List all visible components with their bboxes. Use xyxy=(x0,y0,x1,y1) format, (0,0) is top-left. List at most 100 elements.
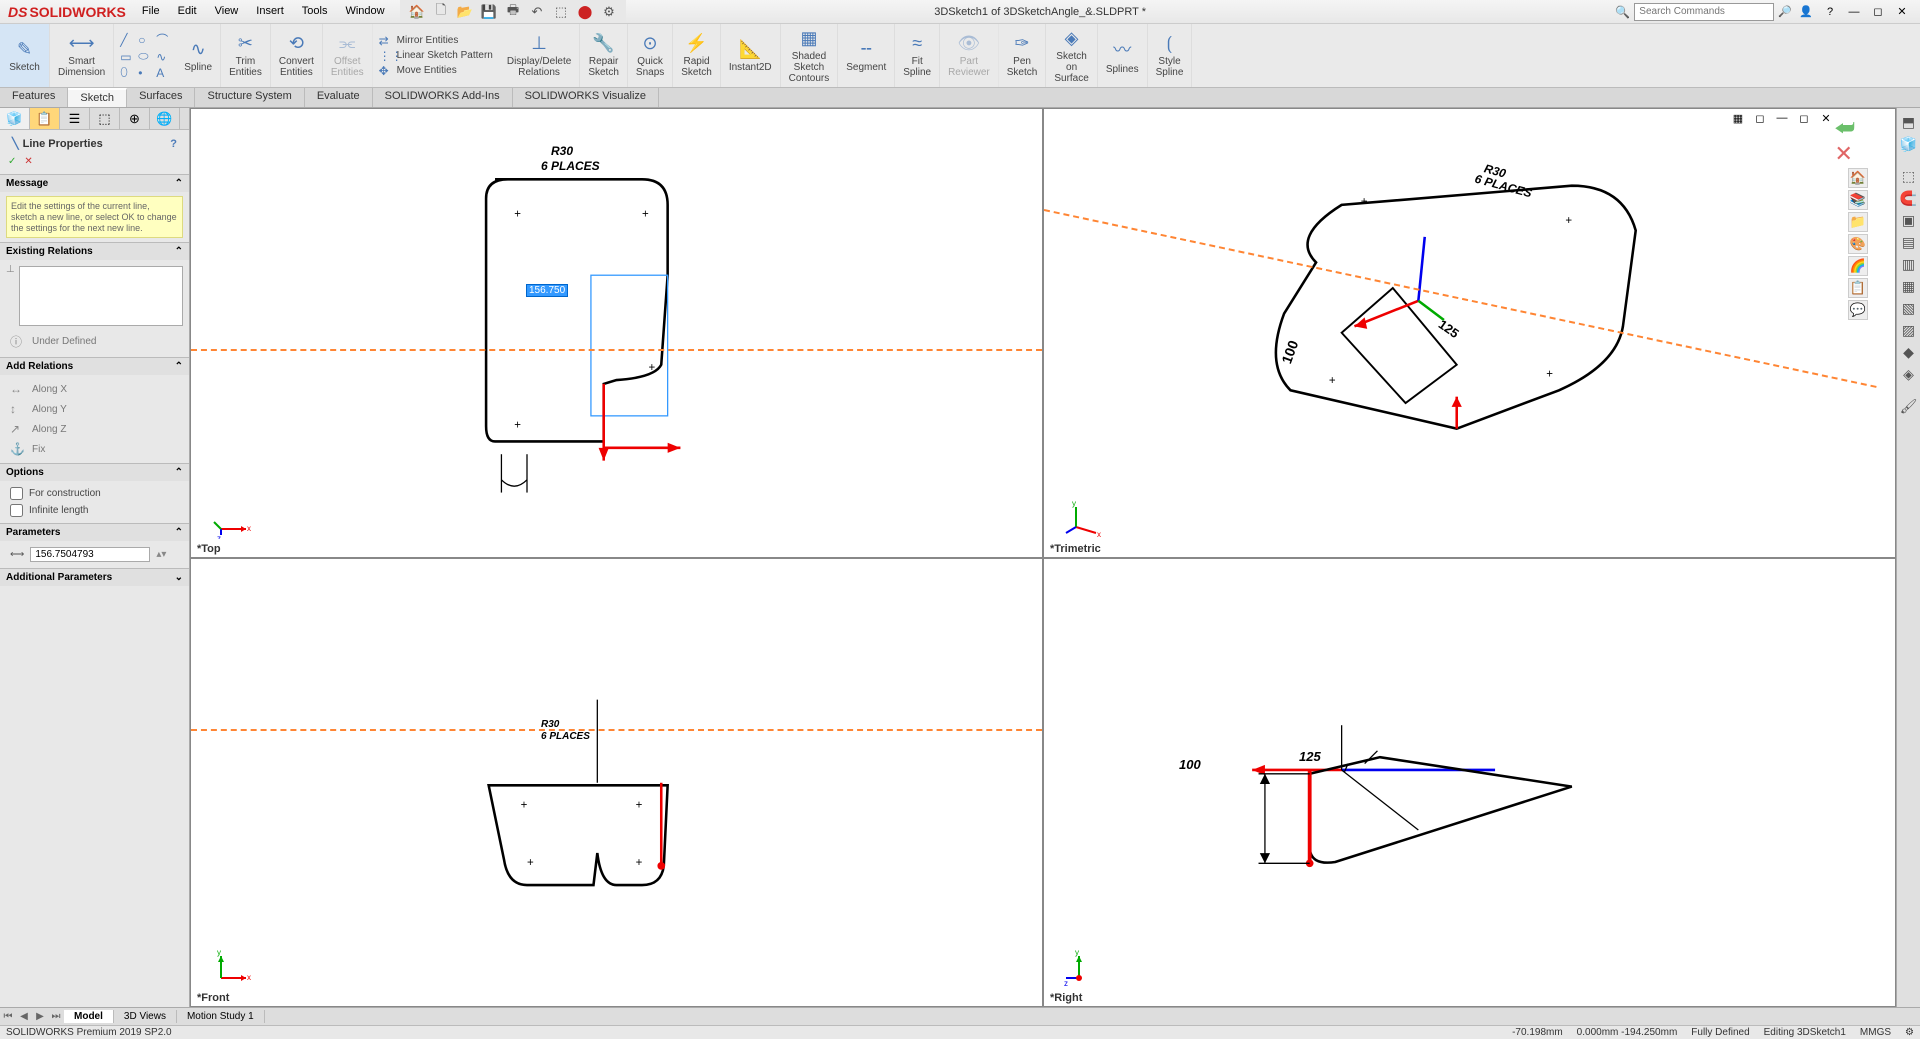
rt-dimetric-icon[interactable]: ◆ xyxy=(1899,342,1919,362)
ribbon-smart-dimension[interactable]: ⟷ Smart Dimension xyxy=(50,24,114,87)
new-icon[interactable]: 🗋 xyxy=(432,3,450,21)
doc-max-icon[interactable]: ◻ xyxy=(1794,110,1814,126)
collapse-icon[interactable]: ⌃ xyxy=(175,246,183,257)
tp-design-lib-icon[interactable]: 📚 xyxy=(1848,190,1868,210)
rt-back-icon[interactable]: ▤ xyxy=(1899,232,1919,252)
ribbon-shaded[interactable]: ▦Shaded Sketch Contours xyxy=(781,24,839,87)
rt-magnet-icon[interactable]: 🧲 xyxy=(1899,188,1919,208)
prop-tab-config[interactable]: ☰ xyxy=(60,108,90,129)
rel-along-z[interactable]: ↗Along Z xyxy=(6,419,183,439)
prop-tab-feature[interactable]: 🧊 xyxy=(0,108,30,129)
tab-addins[interactable]: SOLIDWORKS Add-Ins xyxy=(373,88,513,107)
select-icon[interactable]: ⬚ xyxy=(552,3,570,21)
close-icon[interactable]: ✕ xyxy=(1892,4,1912,20)
ribbon-quick-snaps[interactable]: ⊙Quick Snaps xyxy=(628,24,673,87)
rt-iso-icon[interactable]: 🧊 xyxy=(1899,134,1919,154)
menu-file[interactable]: File xyxy=(134,2,168,21)
menu-window[interactable]: Window xyxy=(337,2,392,21)
tp-custom-props-icon[interactable]: 📋 xyxy=(1848,278,1868,298)
collapse-icon[interactable]: ⌃ xyxy=(175,178,183,189)
cancel-icon[interactable]: ✕ xyxy=(24,156,32,167)
viewport-top[interactable]: ++ ++ R30 6 PLACES x z *Top xyxy=(190,108,1043,558)
menu-insert[interactable]: Insert xyxy=(248,2,292,21)
ribbon-fit-spline[interactable]: ≈Fit Spline xyxy=(895,24,940,87)
line-icon[interactable]: ╱ xyxy=(120,33,134,47)
rt-left-icon[interactable]: ▥ xyxy=(1899,254,1919,274)
nav-first-icon[interactable]: ⏮ xyxy=(0,1011,16,1022)
expand-icon[interactable]: ⌄ xyxy=(175,572,183,583)
collapse-icon[interactable]: ⌃ xyxy=(175,527,183,538)
rt-front-icon[interactable]: ▣ xyxy=(1899,210,1919,230)
viewport-right[interactable]: 100 125 z y *Right xyxy=(1043,558,1896,1008)
tab-sketch[interactable]: Sketch xyxy=(68,88,127,107)
ok-icon[interactable]: ✓ xyxy=(8,156,16,167)
ribbon-instant2d[interactable]: 📐Instant2D xyxy=(721,24,781,87)
help-prop-icon[interactable]: ? xyxy=(170,138,177,150)
btab-3dviews[interactable]: 3D Views xyxy=(114,1010,177,1023)
graphics-area[interactable]: ⬚ 🔍 ↶ ◧ 🧊 ▦ 👁 🎨 🌅 ⚙ 🖵 ▸ 🧊 3DSketchAngle_… xyxy=(190,108,1896,1007)
undo-icon[interactable]: ↶ xyxy=(528,3,546,21)
collapse-icon[interactable]: ⌃ xyxy=(175,467,183,478)
ribbon-sketch[interactable]: ✎ Sketch xyxy=(0,24,50,87)
nav-last-icon[interactable]: ⏭ xyxy=(48,1011,64,1022)
param-length-input[interactable] xyxy=(30,547,150,562)
rt-normal-icon[interactable]: ▨ xyxy=(1899,320,1919,340)
search-input[interactable] xyxy=(1634,3,1774,21)
infinite-checkbox[interactable] xyxy=(10,504,23,517)
tp-file-explorer-icon[interactable]: 📁 xyxy=(1848,212,1868,232)
arc-icon[interactable]: ⌒ xyxy=(156,31,170,48)
rt-select-icon[interactable]: ⬚ xyxy=(1899,166,1919,186)
status-units[interactable]: MMGS xyxy=(1860,1027,1891,1038)
ribbon-segment[interactable]: ╌Segment xyxy=(838,24,895,87)
user-icon[interactable]: 👤 xyxy=(1796,4,1816,20)
slot-icon[interactable]: ⬭ xyxy=(138,49,152,64)
ribbon-display-delete[interactable]: ⊥Display/Delete Relations xyxy=(499,24,580,87)
ribbon-repair[interactable]: 🔧Repair Sketch xyxy=(580,24,628,87)
rt-bottom-icon[interactable]: ▧ xyxy=(1899,298,1919,318)
menu-tools[interactable]: Tools xyxy=(294,2,336,21)
opt-infinite[interactable]: Infinite length xyxy=(6,502,183,519)
prop-tab-display[interactable]: ⊕ xyxy=(120,108,150,129)
rt-trimetric-icon[interactable]: ◈ xyxy=(1899,364,1919,384)
ribbon-pen-sketch[interactable]: ✑Pen Sketch xyxy=(999,24,1047,87)
ribbon-mirror[interactable]: ⇄Mirror Entities xyxy=(379,34,493,48)
nav-prev-icon[interactable]: ◀ xyxy=(16,1011,32,1022)
relations-list[interactable] xyxy=(19,266,183,326)
prop-tab-property[interactable]: 📋 xyxy=(30,108,60,129)
rt-right-icon[interactable]: ▦ xyxy=(1899,276,1919,296)
tab-evaluate[interactable]: Evaluate xyxy=(305,88,373,107)
viewport-front[interactable]: ++ ++ R30 6 PLACES x y *Front xyxy=(190,558,1043,1008)
prop-tab-appearance[interactable]: 🌐 xyxy=(150,108,180,129)
menu-view[interactable]: View xyxy=(207,2,247,21)
rt-brush-icon[interactable]: 🖌 xyxy=(1899,396,1919,416)
ribbon-linear-pattern[interactable]: ⋮⋮Linear Sketch Pattern xyxy=(379,49,493,63)
tp-view-palette-icon[interactable]: 🎨 xyxy=(1848,234,1868,254)
ellipse-icon[interactable]: ⬯ xyxy=(120,65,134,80)
spline-tool-icon[interactable]: ∿ xyxy=(156,50,170,64)
viewport-trimetric[interactable]: ⮨ ✕ 100 125 ++++ R30 6 PLACES x y xyxy=(1043,108,1896,558)
tab-features[interactable]: Features xyxy=(0,88,68,107)
btab-model[interactable]: Model xyxy=(64,1010,114,1023)
prop-tab-dimxpert[interactable]: ⬚ xyxy=(90,108,120,129)
btab-motion[interactable]: Motion Study 1 xyxy=(177,1010,265,1023)
ribbon-style-spline[interactable]: ⟮Style Spline xyxy=(1148,24,1193,87)
tp-forum-icon[interactable]: 💬 xyxy=(1848,300,1868,320)
rebuild-icon[interactable]: ⬤ xyxy=(576,3,594,21)
minimize-icon[interactable]: — xyxy=(1844,4,1864,20)
ribbon-rapid[interactable]: ⚡Rapid Sketch xyxy=(673,24,721,87)
ribbon-move[interactable]: ✥Move Entities xyxy=(379,64,493,78)
search-icon[interactable]: 🔍 xyxy=(1615,5,1630,19)
rel-along-x[interactable]: ↔Along X xyxy=(6,379,183,399)
tab-visualize[interactable]: SOLIDWORKS Visualize xyxy=(513,88,659,107)
help-icon[interactable]: ? xyxy=(1820,4,1840,20)
status-custom-icon[interactable]: ⚙ xyxy=(1905,1027,1914,1038)
construction-checkbox[interactable] xyxy=(10,487,23,500)
save-icon[interactable]: 💾 xyxy=(480,3,498,21)
tab-structure[interactable]: Structure System xyxy=(195,88,304,107)
menu-edit[interactable]: Edit xyxy=(170,2,205,21)
nav-next-icon[interactable]: ▶ xyxy=(32,1011,48,1022)
home-icon[interactable]: 🏠 xyxy=(408,3,426,21)
tab-surfaces[interactable]: Surfaces xyxy=(127,88,195,107)
text-icon[interactable]: A xyxy=(156,66,170,80)
circle-icon[interactable]: ○ xyxy=(138,33,152,47)
